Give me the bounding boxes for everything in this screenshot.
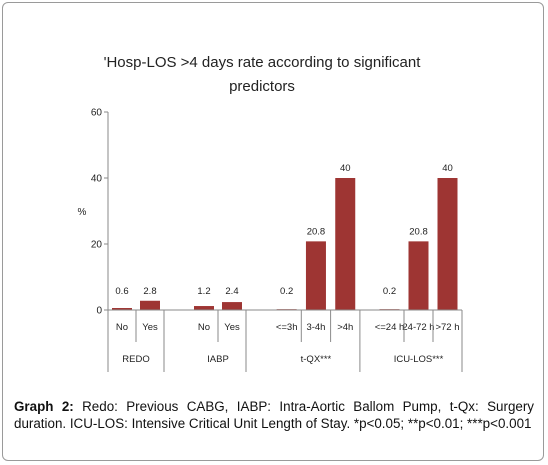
data-label: 40 bbox=[340, 163, 351, 174]
group-label: ICU-LOS*** bbox=[394, 354, 444, 365]
category-label: 3-4h bbox=[306, 322, 325, 333]
y-axis-label: % bbox=[78, 207, 87, 218]
data-label: 0.6 bbox=[115, 286, 128, 297]
chart-title-line-1: 'Hosp-LOS >4 days rate according to sign… bbox=[104, 54, 422, 71]
y-tick-label: 40 bbox=[91, 174, 103, 185]
category-label: <=24 h bbox=[375, 322, 405, 333]
bar bbox=[408, 241, 429, 310]
category-label: No bbox=[198, 322, 210, 333]
data-label: 2.4 bbox=[225, 286, 238, 297]
data-label: 0.2 bbox=[383, 286, 396, 297]
bar bbox=[194, 306, 214, 310]
figure-caption: Graph 2: Redo: Previous CABG, IABP: Intr… bbox=[14, 398, 534, 432]
data-label: 20.8 bbox=[409, 226, 428, 237]
bar bbox=[305, 241, 326, 310]
bar bbox=[222, 302, 242, 310]
data-label: 40 bbox=[442, 163, 453, 174]
data-label: 20.8 bbox=[307, 226, 326, 237]
bar bbox=[140, 300, 160, 310]
bar bbox=[335, 178, 356, 310]
group-label: IABP bbox=[207, 354, 229, 365]
group-label: t-QX*** bbox=[301, 354, 332, 365]
bar-chart: 'Hosp-LOS >4 days rate according to sign… bbox=[78, 54, 463, 372]
data-label: 0.2 bbox=[280, 286, 293, 297]
caption-text: Redo: Previous CABG, IABP: Intra-Aortic … bbox=[14, 399, 534, 431]
category-label: 24-72 h bbox=[402, 322, 434, 333]
y-tick-label: 0 bbox=[96, 306, 102, 317]
chart-title-line-2: predictors bbox=[229, 78, 295, 95]
category-label: Yes bbox=[224, 322, 240, 333]
data-label: 2.8 bbox=[143, 286, 156, 297]
caption-label: Graph 2: bbox=[14, 399, 74, 414]
category-label: >72 h bbox=[435, 322, 459, 333]
group-label: REDO bbox=[122, 354, 149, 365]
data-label: 1.2 bbox=[197, 286, 210, 297]
bar bbox=[437, 178, 458, 310]
category-label: Yes bbox=[142, 322, 158, 333]
bar bbox=[112, 308, 132, 310]
category-label: >4h bbox=[337, 322, 353, 333]
category-label: <=3h bbox=[276, 322, 298, 333]
y-tick-label: 20 bbox=[91, 240, 103, 251]
y-tick-label: 60 bbox=[91, 108, 103, 119]
category-label: No bbox=[116, 322, 128, 333]
